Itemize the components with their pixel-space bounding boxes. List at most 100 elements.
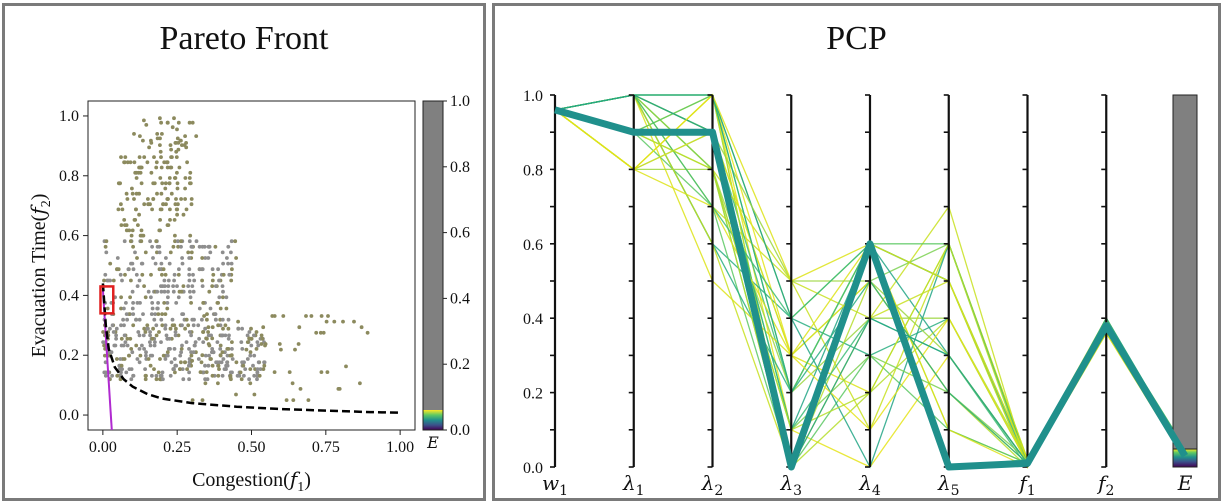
scatter-point xyxy=(142,118,146,123)
scatter-point xyxy=(201,340,206,344)
scatter-point xyxy=(163,323,168,328)
pcp-axis-label: E xyxy=(1177,471,1193,495)
scatter-point xyxy=(128,160,133,165)
scatter-point xyxy=(131,244,135,249)
scatter-point xyxy=(200,398,205,402)
scatter-point xyxy=(199,360,204,365)
scatter-point xyxy=(188,170,193,175)
scatter-point xyxy=(187,278,192,283)
scatter-point xyxy=(165,301,170,305)
scatter-point xyxy=(115,267,120,272)
scatter-point xyxy=(202,314,207,318)
scatter-point xyxy=(144,123,149,127)
scatter-point xyxy=(165,350,170,355)
scatter-point xyxy=(159,317,164,322)
scatter-point xyxy=(179,347,184,351)
scatter-point xyxy=(151,197,156,201)
scatter-point xyxy=(173,233,177,238)
scatter-point xyxy=(254,330,259,334)
scatter-point xyxy=(230,267,234,272)
scatter-point xyxy=(209,357,213,361)
scatter-point xyxy=(119,202,123,207)
scatter-point xyxy=(166,278,171,283)
scatter-point xyxy=(138,170,143,175)
scatter-point xyxy=(200,284,205,288)
scatter-point xyxy=(304,314,308,318)
scatter-point xyxy=(137,278,142,283)
scatter-point xyxy=(159,373,164,378)
scatter-point xyxy=(118,357,123,361)
scatter-point xyxy=(214,317,218,322)
scatter-point xyxy=(122,323,126,328)
scatter-point xyxy=(180,312,185,316)
scatter-point xyxy=(252,333,256,338)
scatter-point xyxy=(129,347,134,351)
pareto-front-title: Pareto Front xyxy=(159,20,329,57)
scatter-point xyxy=(135,284,140,288)
scatter-point xyxy=(206,325,211,330)
scatter-point xyxy=(256,360,261,365)
scatter-point xyxy=(225,363,230,368)
y-tick-label: 0.8 xyxy=(59,168,79,185)
scatter-point xyxy=(225,256,229,260)
scatter-point xyxy=(147,145,152,150)
scatter-point xyxy=(159,120,164,125)
scatter-point xyxy=(118,181,122,186)
scatter-point xyxy=(168,347,172,351)
scatter-point xyxy=(210,336,215,341)
scatter-point xyxy=(155,132,160,136)
scatter-point xyxy=(101,330,105,334)
scatter-point xyxy=(166,284,171,288)
scatter-point xyxy=(172,357,177,361)
scatter-point xyxy=(169,147,174,152)
scatter-point xyxy=(184,340,189,344)
scatter-point xyxy=(187,370,192,375)
scatter-point xyxy=(162,289,167,294)
scatter-point xyxy=(216,373,221,378)
scatter-point xyxy=(152,155,156,160)
scatter-point xyxy=(161,202,166,207)
scatter-point xyxy=(171,367,176,371)
scatter-point xyxy=(168,373,173,378)
scatter-point xyxy=(191,323,196,328)
scatter-point xyxy=(130,186,134,191)
scatter-point xyxy=(325,370,330,374)
scatter-point xyxy=(168,326,173,331)
scatter-point xyxy=(254,347,259,351)
scatter-point xyxy=(183,326,188,331)
scatter-point xyxy=(165,197,170,201)
scatter-point xyxy=(160,323,165,328)
scatter-point xyxy=(168,218,172,222)
scatter-point xyxy=(296,342,301,346)
scatter-point xyxy=(188,233,193,238)
scatter-point xyxy=(109,350,114,355)
scatter-point xyxy=(113,343,118,348)
scatter-point xyxy=(321,330,326,335)
pcp-axis-label-base: λ xyxy=(701,471,715,495)
scatter-point xyxy=(129,261,133,266)
scatter-point xyxy=(234,256,239,260)
scatter-point xyxy=(184,145,189,150)
scatter-point xyxy=(153,312,158,316)
scatter-point xyxy=(217,278,221,283)
scatter-point xyxy=(204,370,209,374)
scatter-point xyxy=(165,353,170,358)
scatter-point xyxy=(159,284,163,288)
scatter-point xyxy=(152,367,156,371)
scatter-point xyxy=(146,289,151,294)
scatter-point xyxy=(213,244,218,249)
y-tick-label: 0.0 xyxy=(59,407,79,424)
scatter-point xyxy=(162,301,167,305)
scatter-point xyxy=(142,284,147,288)
scatter-point xyxy=(225,360,230,365)
scatter-point xyxy=(290,381,295,386)
scatter-point xyxy=(176,244,181,249)
scatter-point xyxy=(102,278,106,283)
scatter-point xyxy=(230,347,234,351)
scatter-point xyxy=(146,357,151,361)
scatter-point xyxy=(130,350,135,355)
scatter-point xyxy=(150,373,154,378)
scatter-point xyxy=(210,373,215,378)
scatter-point xyxy=(133,218,138,222)
scatter-point xyxy=(180,256,185,260)
